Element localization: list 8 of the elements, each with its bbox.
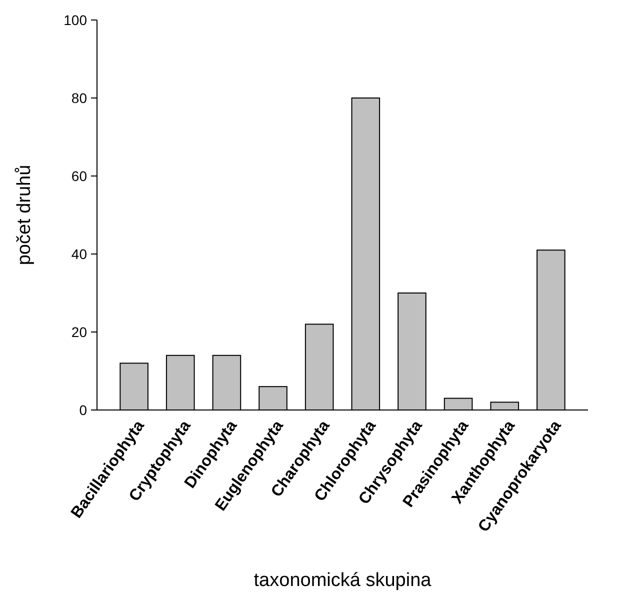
y-tick-label: 20 (71, 324, 88, 340)
y-tick-label: 100 (64, 12, 88, 28)
y-tick-label: 60 (71, 168, 88, 184)
y-tick-label: 40 (71, 246, 88, 262)
y-tick-label: 80 (71, 90, 88, 106)
x-axis-title: taxonomická skupina (254, 570, 432, 591)
y-tick-label: 0 (79, 402, 88, 418)
y-axis-title: počet druhů (14, 164, 35, 266)
